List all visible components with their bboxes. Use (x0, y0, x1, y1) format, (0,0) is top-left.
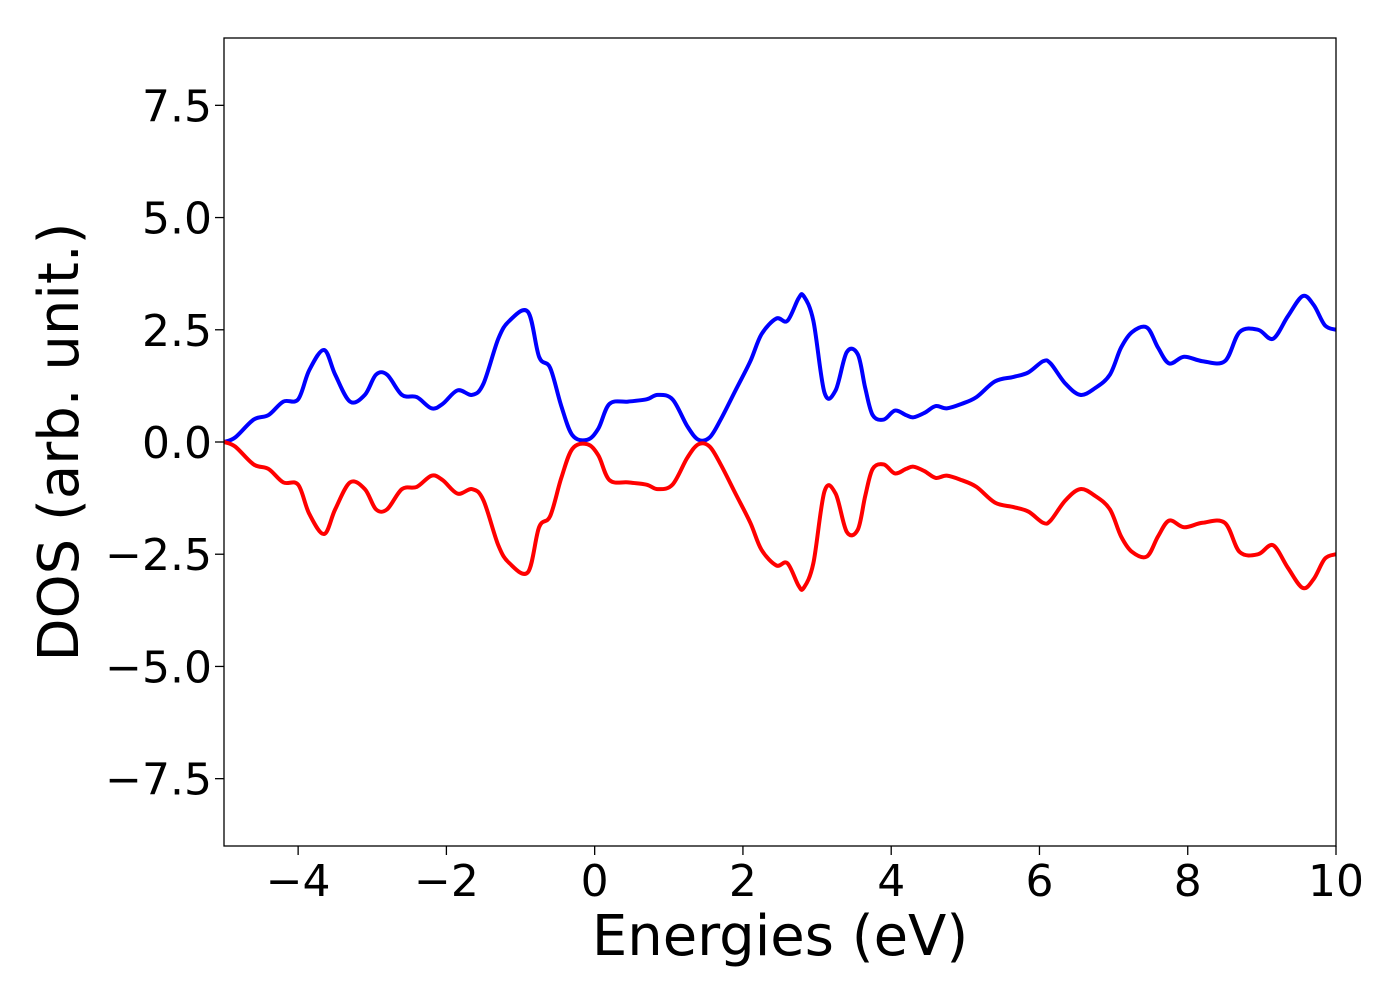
x-tick-label: 2 (729, 856, 757, 907)
x-tick-label: −2 (414, 856, 479, 907)
y-tick-label: 2.5 (142, 306, 212, 357)
x-tick-label: 8 (1174, 856, 1202, 907)
plot-frame (223, 37, 1337, 847)
x-axis-ticks: −4 −2 0 2 4 6 8 10 (266, 846, 1364, 907)
y-tick-label: −5.0 (105, 642, 212, 693)
series-line-0 (224, 292, 1336, 444)
y-axis-label: DOS (arb. unit.) (27, 222, 92, 661)
x-tick-label: 4 (877, 856, 905, 907)
y-tick-label: 0.0 (142, 418, 212, 469)
series-layer (224, 292, 1336, 592)
x-tick-label: −4 (266, 856, 331, 907)
x-tick-label: 0 (581, 856, 609, 907)
y-tick-label: 7.5 (142, 81, 212, 132)
y-tick-label: 5.0 (142, 194, 212, 245)
x-tick-label: 10 (1308, 856, 1364, 907)
y-tick-label: −2.5 (105, 530, 212, 581)
y-axis-ticks: 7.5 5.0 2.5 0.0 −2.5 −5.0 −7.5 (105, 81, 224, 806)
y-tick-label: −7.5 (105, 755, 212, 806)
x-axis-label: Energies (eV) (592, 904, 968, 969)
x-tick-label: 6 (1025, 856, 1053, 907)
series-line-1 (224, 440, 1336, 592)
